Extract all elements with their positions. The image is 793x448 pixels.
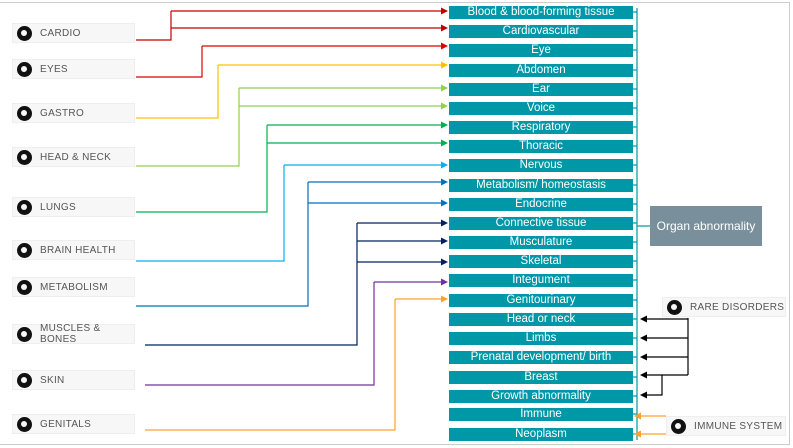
hand-icon [17, 372, 32, 388]
link-line [136, 165, 285, 262]
arrowhead [441, 102, 448, 110]
target-node: Endocrine [449, 198, 633, 211]
metabolism-icon [17, 279, 32, 295]
arrowhead [640, 315, 647, 323]
arrowhead [441, 84, 448, 92]
arrowhead [441, 219, 448, 227]
organ-abnormality-node: Organ abnormality [650, 206, 762, 246]
arrowhead [634, 412, 641, 420]
target-node: Connective tissue [449, 217, 633, 230]
source-skin: SKIN [12, 370, 135, 390]
link-line [136, 46, 203, 78]
source-label: RARE DISORDERS [690, 301, 785, 313]
arrowhead [441, 24, 448, 32]
arrowhead [640, 334, 647, 342]
link-line [136, 182, 309, 307]
target-node: Nervous [449, 159, 633, 172]
target-node: Skeletal [449, 255, 633, 268]
target-node: Integument [449, 274, 633, 287]
arrowhead [441, 199, 448, 207]
target-node: Prenatal development/ birth [449, 351, 633, 364]
target-node: Breast [449, 371, 633, 384]
source-metabolism: METABOLISM [12, 277, 135, 297]
source-rare-disorders: RARE DISORDERS [662, 297, 786, 317]
arrowhead [441, 61, 448, 69]
link-line [136, 125, 268, 213]
source-label: SKIN [40, 374, 65, 386]
arrowhead [441, 161, 448, 169]
arrowhead [634, 430, 641, 438]
source-immune-system: IMMUNE SYSTEM [666, 416, 786, 436]
target-node: Blood & blood-forming tissue [449, 6, 633, 19]
target-node: Immune [449, 408, 633, 421]
target-node: Genitourinary [449, 294, 633, 307]
target-node: Neoplasm [449, 428, 633, 441]
target-node: Metabolism/ homeostasis [449, 179, 633, 192]
brain-icon [17, 242, 32, 258]
target-node: Thoracic [449, 140, 633, 153]
source-label: HEAD & NECK [40, 151, 112, 163]
arrowhead [640, 371, 647, 379]
source-label: EYES [40, 63, 68, 75]
target-node: Cardiovascular [449, 25, 633, 38]
arrowhead [441, 295, 448, 303]
source-label: BRAIN HEALTH [40, 244, 116, 256]
source-label: IMMUNE SYSTEM [694, 420, 783, 432]
target-node: Limbs [449, 332, 633, 345]
link-line [136, 11, 172, 41]
lungs-icon [17, 199, 32, 215]
target-node: Respiratory [449, 121, 633, 134]
immune-icon [671, 418, 686, 434]
arrowhead [441, 258, 448, 266]
arrowhead [441, 237, 448, 245]
source-label: LUNGS [40, 201, 76, 213]
source-gastro: GASTRO [12, 103, 135, 123]
arrowhead [441, 178, 448, 186]
target-node: Head or neck [449, 313, 633, 326]
source-label: GASTRO [40, 107, 85, 119]
source-muscles-bones: MUSCLES & BONES [12, 323, 135, 345]
source-lungs: LUNGS [12, 197, 135, 217]
source-genitals: GENITALS [12, 414, 135, 434]
bone-icon [17, 326, 32, 342]
head-icon [17, 149, 32, 165]
arrowhead [441, 278, 448, 286]
target-node: Ear [449, 83, 633, 96]
link-line [136, 88, 240, 167]
target-node: Eye [449, 44, 633, 57]
source-brain-health: BRAIN HEALTH [12, 240, 135, 260]
link-line [145, 223, 358, 346]
arrowhead [640, 391, 647, 399]
target-node: Growth abnormality [449, 390, 633, 403]
source-label: METABOLISM [40, 281, 108, 293]
stomach-icon [17, 105, 32, 121]
arrowhead [441, 42, 448, 50]
source-cardio: CARDIO [12, 23, 135, 43]
target-node: Voice [449, 102, 633, 115]
target-node: Abdomen [449, 64, 633, 77]
eye-icon [17, 61, 32, 77]
arrowhead [640, 353, 647, 361]
heart-icon [17, 25, 32, 41]
link-line [145, 299, 396, 431]
arrowhead [441, 121, 448, 129]
target-node: Musculature [449, 236, 633, 249]
dna-icon [667, 299, 682, 315]
source-head-neck: HEAD & NECK [12, 147, 135, 167]
arrowhead [441, 139, 448, 147]
link-line [136, 65, 219, 119]
source-label: GENITALS [40, 418, 92, 430]
source-label: MUSCLES & BONES [40, 323, 101, 345]
genitals-icon [17, 416, 32, 432]
link-line [643, 375, 663, 396]
link-line [145, 282, 375, 386]
source-label: CARDIO [40, 27, 81, 39]
arrowhead [441, 7, 448, 15]
source-eyes: EYES [12, 59, 135, 79]
